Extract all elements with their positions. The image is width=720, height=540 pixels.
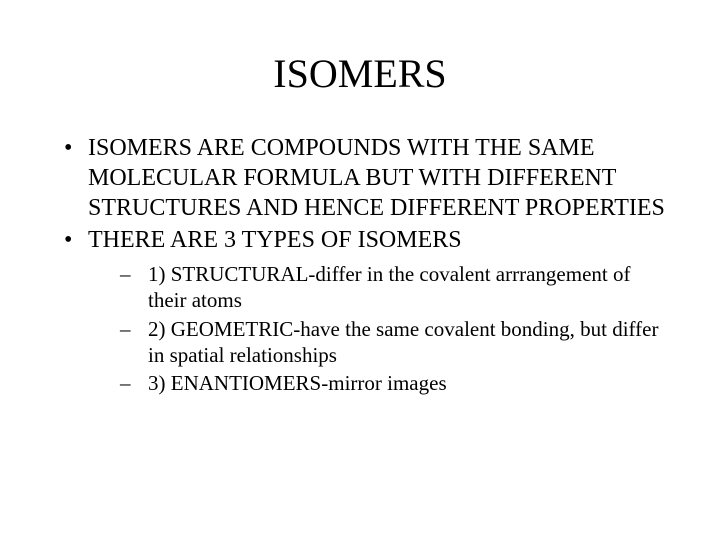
bullet-item: THERE ARE 3 TYPES OF ISOMERS 1) STRUCTUR… bbox=[64, 225, 670, 396]
subbullet-item: 1) STRUCTURAL-differ in the covalent arr… bbox=[120, 261, 670, 314]
subbullet-item: 2) GEOMETRIC-have the same covalent bond… bbox=[120, 316, 670, 369]
subbullet-list: 1) STRUCTURAL-differ in the covalent arr… bbox=[88, 261, 670, 396]
subbullet-item: 3) ENANTIOMERS-mirror images bbox=[120, 370, 670, 396]
bullet-list: ISOMERS ARE COMPOUNDS WITH THE SAME MOLE… bbox=[50, 133, 670, 396]
slide-title: ISOMERS bbox=[50, 50, 670, 97]
bullet-item: ISOMERS ARE COMPOUNDS WITH THE SAME MOLE… bbox=[64, 133, 670, 223]
bullet-text: THERE ARE 3 TYPES OF ISOMERS bbox=[88, 227, 462, 253]
